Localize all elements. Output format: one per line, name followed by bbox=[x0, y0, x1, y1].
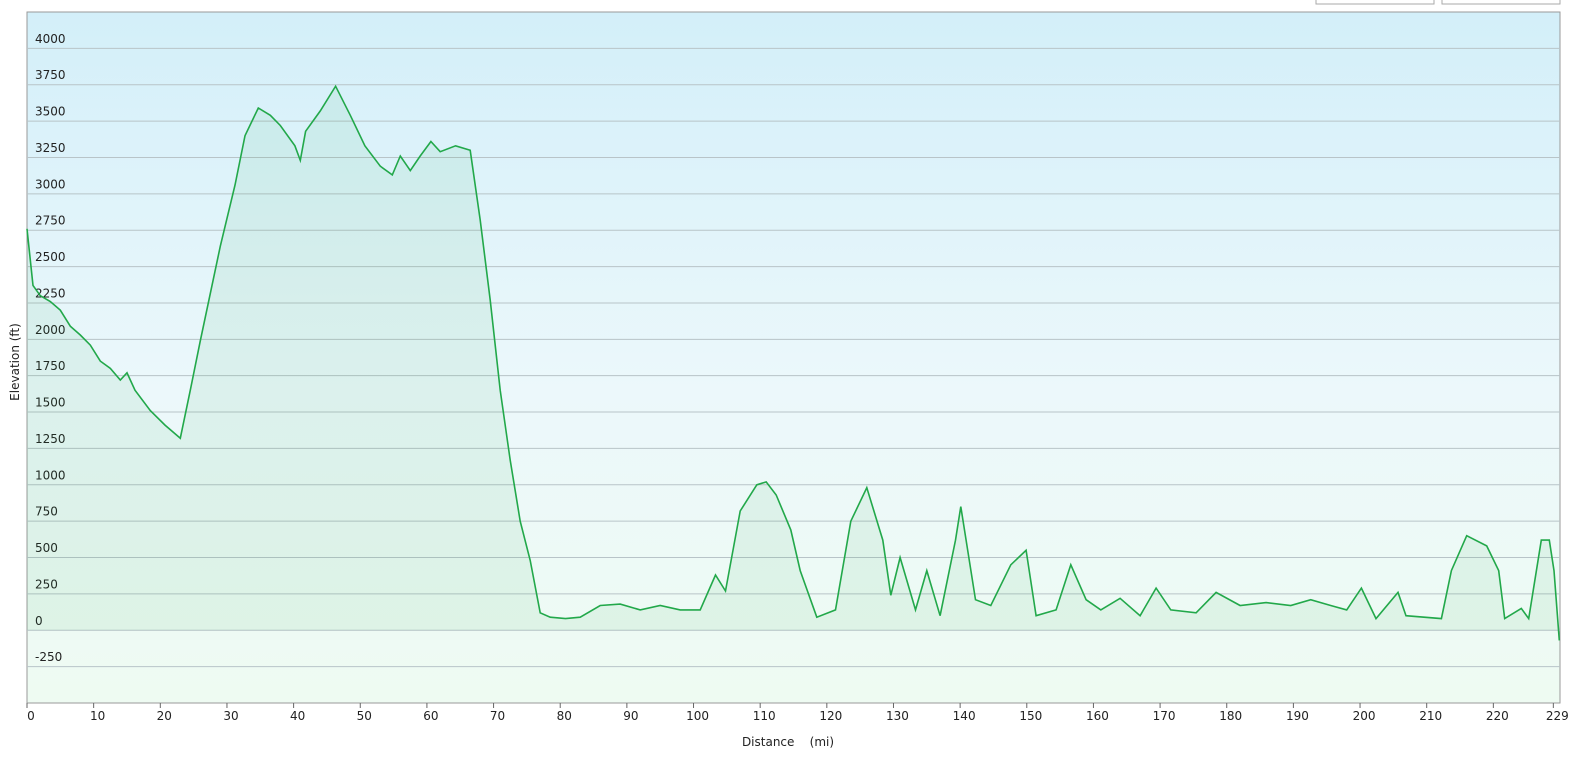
y-tick-label: 3250 bbox=[35, 141, 66, 155]
y-tick-label: 2500 bbox=[35, 250, 66, 264]
x-tick-label: 120 bbox=[819, 709, 842, 723]
x-tick-label: 140 bbox=[953, 709, 976, 723]
y-tick-label: 3500 bbox=[35, 105, 66, 119]
x-tick-label: 180 bbox=[1219, 709, 1242, 723]
y-tick-label: 500 bbox=[35, 541, 58, 555]
y-tick-label: 1750 bbox=[35, 359, 66, 373]
x-tick-label: 110 bbox=[753, 709, 776, 723]
area-fill bbox=[27, 86, 1560, 641]
x-tick-label: 70 bbox=[490, 709, 505, 723]
y-tick-label: 3000 bbox=[35, 177, 66, 191]
x-tick-label: 220 bbox=[1486, 709, 1509, 723]
x-tick-label: 229 bbox=[1546, 709, 1569, 723]
x-tick-label: 100 bbox=[686, 709, 709, 723]
y-tick-label: 3750 bbox=[35, 68, 66, 82]
x-tick-label: 10 bbox=[90, 709, 105, 723]
line bbox=[26, 84, 1561, 641]
x-tick-label: 130 bbox=[886, 709, 909, 723]
toolbar-button[interactable] bbox=[1441, 0, 1561, 5]
y-tick-label: -250 bbox=[35, 650, 62, 664]
x-tick-label: 60 bbox=[423, 709, 438, 723]
x-tick-label: 80 bbox=[557, 709, 572, 723]
y-tick-label: 750 bbox=[35, 505, 58, 519]
toolbar-button[interactable] bbox=[1315, 0, 1435, 5]
x-tick-label: 20 bbox=[157, 709, 172, 723]
y-tick-label: 2000 bbox=[35, 323, 66, 337]
x-tick-label: 90 bbox=[623, 709, 638, 723]
y-tick-label: 2750 bbox=[35, 214, 66, 228]
x-tick-label: 150 bbox=[1019, 709, 1042, 723]
x-axis-label: Distance (mi) bbox=[742, 735, 834, 749]
x-tick-label: 190 bbox=[1286, 709, 1309, 723]
y-tick-label: 1500 bbox=[35, 396, 66, 410]
y-tick-label: 1250 bbox=[35, 432, 66, 446]
x-tick-label: 50 bbox=[357, 709, 372, 723]
y-tick-label: 4000 bbox=[35, 32, 66, 46]
y-tick-label: 1000 bbox=[35, 468, 66, 482]
x-tick-label: 160 bbox=[1086, 709, 1109, 723]
x-tick-label: 30 bbox=[223, 709, 238, 723]
x-tick-label: 0 bbox=[27, 709, 35, 723]
plot-area bbox=[26, 11, 1561, 704]
y-tick-label: 0 bbox=[35, 614, 43, 628]
y-tick-label: 250 bbox=[35, 577, 58, 591]
x-tick-label: 170 bbox=[1153, 709, 1176, 723]
x-tick-label: 40 bbox=[290, 709, 305, 723]
y-axis-label: Elevation (ft) bbox=[8, 323, 22, 401]
x-tick-label: 200 bbox=[1353, 709, 1376, 723]
x-tick-label: 210 bbox=[1419, 709, 1442, 723]
